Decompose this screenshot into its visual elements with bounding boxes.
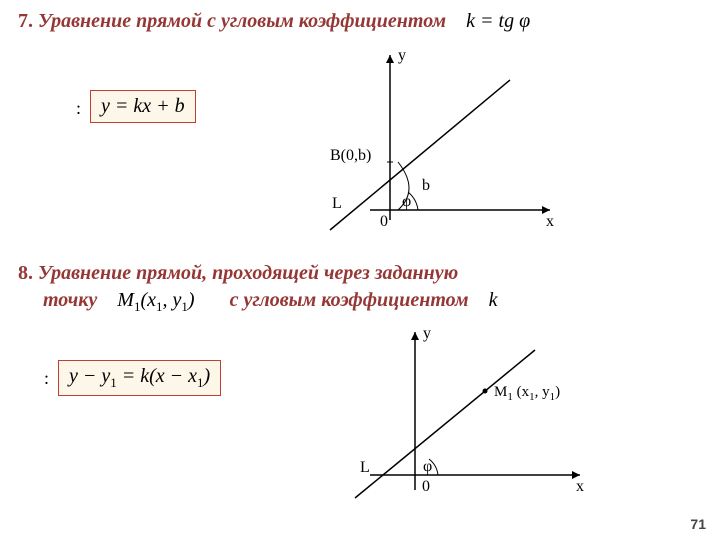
graph7-x-label: x [546,213,554,230]
graph7-b-label: b [422,177,430,194]
graph-8: y x 0 L φ M1 (x1, y1) [310,320,610,510]
section8-point-ref: M1(x1, y1) [117,289,194,311]
graph8-origin: 0 [422,478,430,495]
equation-8-text: y − y1 = k(x − x1) [69,365,210,387]
graph7-phi: φ [402,193,411,210]
colon-7: : [76,98,81,119]
colon-8: : [44,368,49,389]
equation-box-7: y = kx + b [90,90,196,123]
graph7-y-label: y [398,47,406,64]
section8-slope-var: k [489,289,498,311]
section7-heading: 7. Уравнение прямой с угловым коэффициен… [18,10,708,33]
section7-number: 7. [18,10,33,32]
equation-7-text: y = kx + b [101,95,185,117]
graph8-line-label: L [360,459,370,476]
slope-formula-7: k = tg φ [466,10,530,32]
section8-title-line2b: с угловым коэффициентом [230,289,469,311]
section8-tochku: точку [43,289,97,311]
section8-heading: 8. Уравнение прямой, проходящей через за… [18,260,708,316]
page-number: 71 [690,516,706,532]
graph8-y-label: y [423,325,431,342]
equation-box-8: y − y1 = k(x − x1) [58,360,221,396]
graph7-origin: 0 [380,213,388,230]
graph7-point-B: B(0,b) [330,147,371,164]
section7-title: Уравнение прямой с угловым коэффициентом [38,10,446,32]
section8-title-line1: Уравнение прямой, проходящей через задан… [38,262,458,284]
section8-number: 8. [18,262,33,284]
graph7-line-label: L [332,195,342,212]
graph8-phi: φ [423,458,432,475]
graph-7: y x 0 L B(0,b) b φ [290,40,570,240]
graph8-x-label: x [576,478,584,495]
graph8-point-M1: M1 (x1, y1) [494,384,560,403]
